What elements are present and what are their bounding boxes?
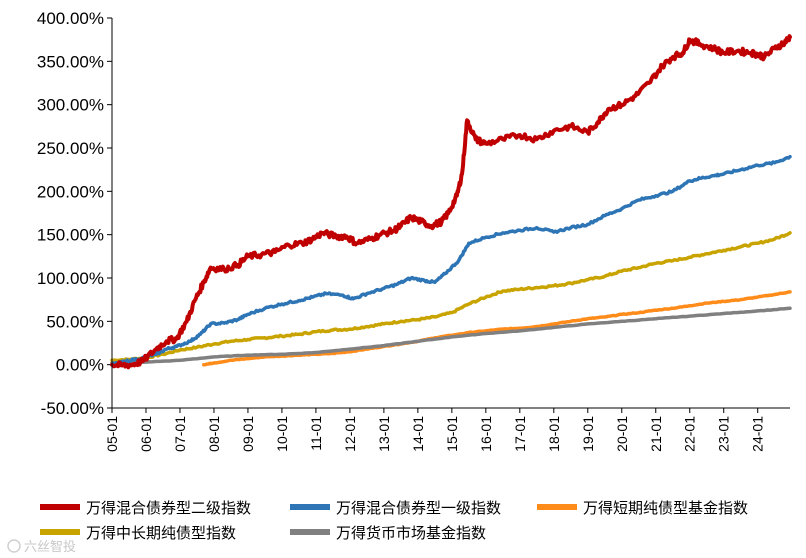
x-tick-label: 05-01 [104,416,120,452]
x-tick-label: 13-01 [376,416,392,452]
watermark-text: 六丝智投 [24,539,76,555]
x-tick-label: 10-01 [274,416,290,452]
y-tick-label: 50.00% [46,312,104,331]
series-line-1 [110,34,792,370]
legend-label-series-4: 万得中长期纯债型指数 [86,524,236,542]
series-layer [110,34,792,370]
y-axis-ticks: 400.00% 350.00% 300.00% 250.00% 200.00% 150.0… [37,9,112,418]
x-tick-label: 17-01 [512,416,528,452]
x-tick-label: 09-01 [240,416,256,452]
watermark: 六丝智投 [7,539,76,555]
legend-label-series-5: 万得货币市场基金指数 [336,524,486,542]
y-tick-label: 200.00% [37,182,104,201]
legend-item-series-3: 万得短期纯债型基金指数 [537,499,748,517]
legend-label-series-2: 万得混合债券型一级指数 [336,499,501,517]
x-tick-label: 18-01 [546,416,562,452]
y-tick-label: 400.00% [37,9,104,28]
x-tick-label: 07-01 [172,416,188,452]
x-tick-label: 16-01 [478,416,494,452]
x-axis-ticks: 05-01 06-01 07-01 08-01 09-01 10-01 11-01 12-01… [104,408,766,452]
x-tick-label: 22-01 [682,416,698,452]
x-tick-label: 19-01 [580,416,596,452]
x-tick-label: 08-01 [206,416,222,452]
x-tick-label: 11-01 [308,416,324,451]
y-tick-label: 0.00% [56,356,104,375]
y-tick-label: 250.00% [37,139,104,158]
series-line-4 [110,231,792,363]
x-tick-label: 20-01 [614,416,630,452]
legend-item-series-1: 万得混合债券型二级指数 [40,499,251,517]
legend-label-series-3: 万得短期纯债型基金指数 [583,499,748,517]
x-tick-label: 14-01 [410,416,426,452]
legend-item-series-5: 万得货币市场基金指数 [290,524,486,542]
legend: 万得混合债券型二级指数 万得混合债券型一级指数 万得短期纯债型基金指数 万得中长… [40,499,748,542]
x-tick-label: 23-01 [716,416,732,452]
legend-label-series-1: 万得混合债券型二级指数 [86,499,251,517]
series-line-5 [110,306,792,365]
x-tick-label: 21-01 [648,416,664,452]
y-tick-label: 300.00% [37,96,104,115]
watermark-logo-icon [7,539,21,553]
y-tick-label: -50.00% [41,399,104,418]
x-tick-label: 15-01 [444,416,460,452]
legend-item-series-2: 万得混合债券型一级指数 [290,499,501,517]
x-tick-label: 12-01 [342,416,358,452]
x-tick-label: 24-01 [750,416,766,452]
y-tick-label: 350.00% [37,52,104,71]
y-tick-label: 100.00% [37,269,104,288]
legend-item-series-4: 万得中长期纯债型指数 [40,524,236,542]
x-tick-label: 06-01 [138,416,154,452]
y-tick-label: 150.00% [37,226,104,245]
series-line-2 [110,154,792,367]
